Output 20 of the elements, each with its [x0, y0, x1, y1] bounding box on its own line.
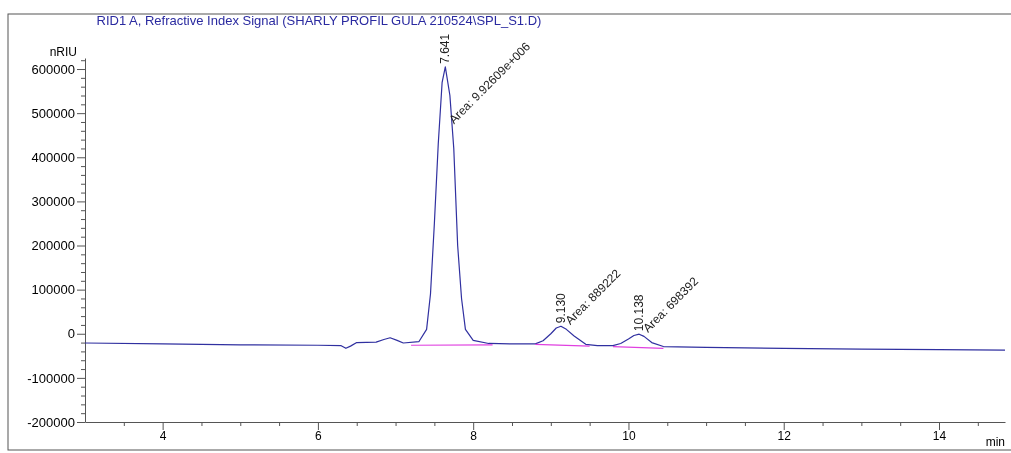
annotation: 7.641	[438, 33, 453, 64]
x-tick-label: 4	[159, 428, 167, 443]
x-tick-label: 10	[622, 428, 636, 443]
x-axis-title: min	[985, 435, 1005, 449]
x-tick-label: 12	[777, 428, 792, 443]
y-tick-label: -200000	[27, 414, 75, 430]
y-tick-label: 600000	[31, 61, 75, 77]
y-tick-label: 300000	[31, 194, 75, 210]
y-axis-title: nRIU	[49, 45, 77, 59]
y-tick-label: 200000	[31, 238, 75, 254]
x-tick-label: 6	[315, 428, 323, 443]
x-tick-label: 8	[470, 428, 478, 443]
y-tick-label: 100000	[31, 282, 75, 298]
chart-title: RID1 A, Refractive Index Signal (SHARLY PROFIL GULA 210524\SPL_S1.D)	[96, 13, 542, 28]
x-tick-label: 14	[932, 428, 947, 443]
y-tick-label: 400000	[31, 149, 75, 165]
y-tick-label: -100000	[27, 370, 75, 386]
y-tick-label: 500000	[31, 105, 75, 121]
annotation: 9.130	[553, 292, 568, 324]
y-tick-label: 0	[67, 326, 75, 342]
